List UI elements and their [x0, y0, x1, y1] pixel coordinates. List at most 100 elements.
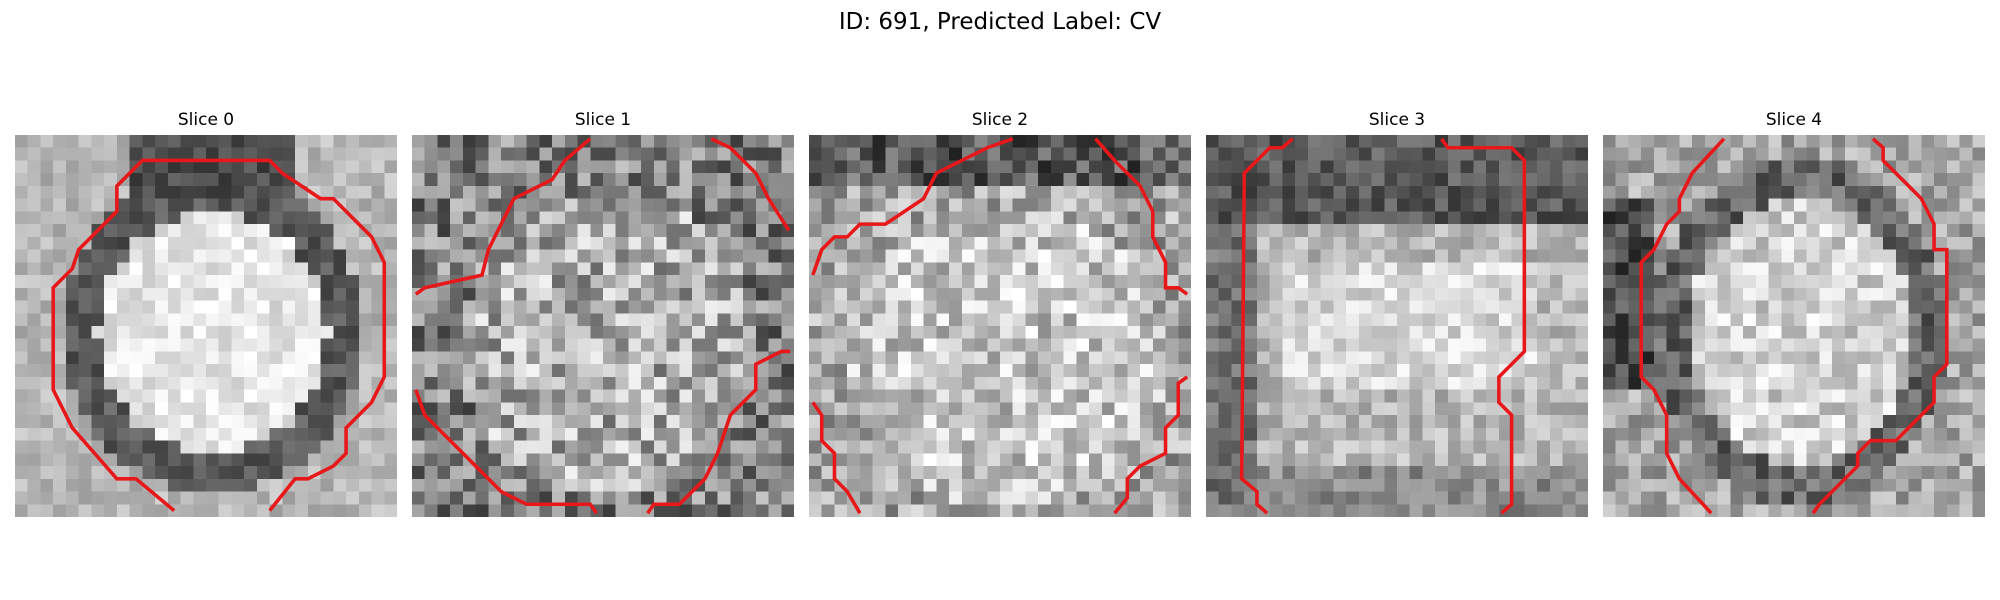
voxel [961, 351, 975, 365]
voxel [526, 135, 540, 148]
voxel [704, 389, 718, 403]
voxel [1857, 236, 1871, 250]
voxel [974, 504, 988, 517]
voxel [961, 453, 975, 467]
voxel [1473, 198, 1487, 212]
voxel [1025, 376, 1039, 390]
voxel [781, 440, 794, 454]
voxel [1946, 287, 1960, 301]
voxel [1127, 415, 1141, 429]
voxel [641, 262, 655, 276]
voxel [282, 249, 296, 263]
voxel [155, 287, 169, 301]
voxel [1307, 173, 1321, 187]
voxel [1076, 440, 1090, 454]
voxel [27, 135, 41, 148]
voxel [424, 135, 438, 148]
voxel [1244, 389, 1258, 403]
voxel [834, 262, 848, 276]
voxel [167, 160, 181, 174]
voxel [501, 224, 515, 238]
voxel [1358, 326, 1372, 339]
voxel [1435, 415, 1449, 429]
voxel [1857, 224, 1871, 238]
voxel [412, 173, 425, 187]
voxel [1972, 160, 1985, 174]
voxel [1218, 364, 1232, 378]
voxel [768, 440, 782, 454]
voxel [564, 466, 578, 480]
voxel [1743, 313, 1757, 327]
voxel [1704, 135, 1718, 148]
voxel [1819, 198, 1833, 212]
voxel [1883, 287, 1897, 301]
voxel [641, 478, 655, 492]
voxel [730, 275, 744, 289]
voxel [15, 275, 28, 289]
voxel [346, 224, 360, 238]
voxel [834, 415, 848, 429]
voxel [1397, 236, 1410, 250]
voxel [1447, 173, 1461, 187]
voxel [1562, 504, 1576, 517]
voxel [1692, 504, 1706, 517]
voxel [809, 440, 822, 454]
voxel [384, 415, 397, 429]
voxel [834, 135, 848, 148]
voxel [412, 466, 425, 480]
voxel [821, 389, 835, 403]
voxel [1165, 338, 1179, 352]
voxel [936, 504, 950, 517]
voxel [1486, 364, 1500, 378]
voxel [1972, 147, 1985, 161]
voxel [1165, 135, 1179, 148]
voxel [1549, 185, 1563, 199]
voxel [1346, 147, 1360, 161]
voxel [1295, 338, 1309, 352]
voxel [1946, 147, 1960, 161]
voxel [590, 224, 604, 238]
voxel [244, 173, 258, 187]
voxel [1165, 249, 1179, 263]
voxel [424, 224, 438, 238]
voxel [91, 249, 105, 263]
voxel [539, 376, 553, 390]
voxel [104, 185, 118, 199]
voxel [320, 351, 334, 365]
voxel [142, 198, 156, 212]
voxel [1178, 402, 1191, 416]
voxel [1857, 478, 1871, 492]
voxel [1282, 300, 1296, 314]
voxel [1628, 185, 1642, 199]
voxel [295, 224, 309, 238]
voxel [1178, 147, 1191, 161]
voxel [462, 504, 476, 517]
voxel [743, 504, 757, 517]
voxel [231, 287, 245, 301]
voxel [1883, 224, 1897, 238]
voxel [1844, 236, 1858, 250]
voxel [1397, 415, 1410, 429]
voxel [1256, 313, 1270, 327]
voxel [1486, 275, 1500, 289]
voxel [743, 224, 757, 238]
voxel [180, 313, 194, 327]
voxel [40, 147, 54, 161]
voxel [1397, 453, 1410, 467]
voxel [936, 185, 950, 199]
voxel [961, 185, 975, 199]
voxel [1704, 351, 1718, 365]
voxel [1704, 300, 1718, 314]
voxel [1717, 236, 1731, 250]
slice-image-0 [15, 135, 397, 517]
voxel [1397, 427, 1410, 441]
voxel [129, 198, 143, 212]
voxel [1152, 185, 1166, 199]
voxel [564, 300, 578, 314]
voxel [1127, 300, 1141, 314]
voxel-grid-0 [15, 135, 397, 517]
voxel [1537, 224, 1551, 238]
voxel [910, 300, 924, 314]
voxel [1781, 351, 1795, 365]
voxel [590, 287, 604, 301]
